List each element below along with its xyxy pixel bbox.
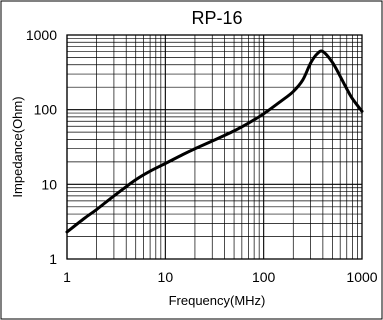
y-tick-label: 1 xyxy=(49,251,57,267)
x-tick-label: 10 xyxy=(158,269,174,285)
impedance-curve xyxy=(65,49,364,234)
y-tick-label: 10 xyxy=(41,176,57,192)
tick-labels: 1 10 100 1000 1 10 100 1000 xyxy=(26,27,378,285)
y-tick-label: 100 xyxy=(34,102,58,118)
plot-frame xyxy=(66,34,363,260)
x-tick-label: 100 xyxy=(252,269,276,285)
y-axis-label: Impedance(Ohm) xyxy=(10,96,25,197)
y-tick-label: 1000 xyxy=(26,27,57,43)
x-tick-label: 1 xyxy=(63,269,71,285)
x-tick-label: 1000 xyxy=(346,269,377,285)
chart-title: RP-16 xyxy=(191,8,242,28)
x-axis-label: Frequency(MHz) xyxy=(169,293,266,308)
grid xyxy=(66,35,362,260)
